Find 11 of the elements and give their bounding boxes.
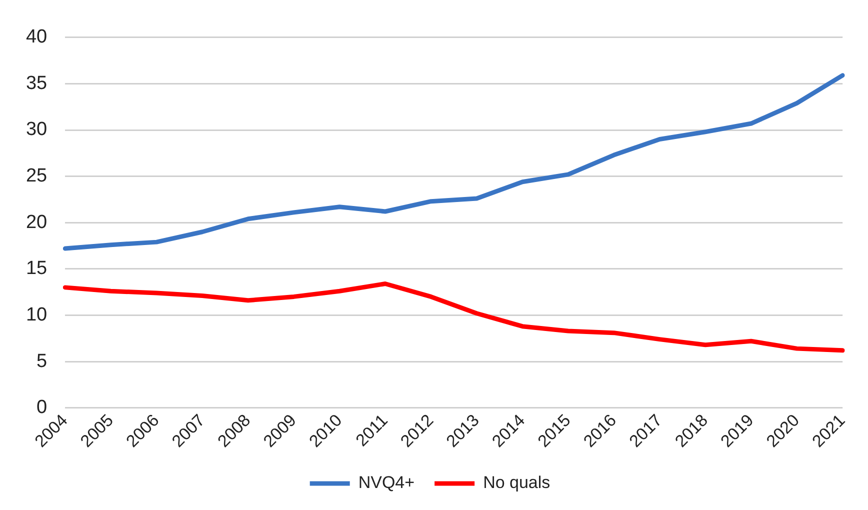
y-tick-label: 25 [26,166,48,187]
legend-label: NVQ4+ [358,473,415,492]
y-tick-label: 0 [36,397,48,418]
y-tick-label: 5 [36,350,48,372]
y-tick-label: 20 [26,212,48,233]
y-tick-label: 40 [26,26,48,48]
legend-label: No quals [483,473,550,492]
y-tick-label: 30 [26,119,48,140]
y-tick-label: 15 [26,258,48,280]
y-tick-label: 10 [26,304,48,326]
y-tick-label: 35 [26,72,48,94]
